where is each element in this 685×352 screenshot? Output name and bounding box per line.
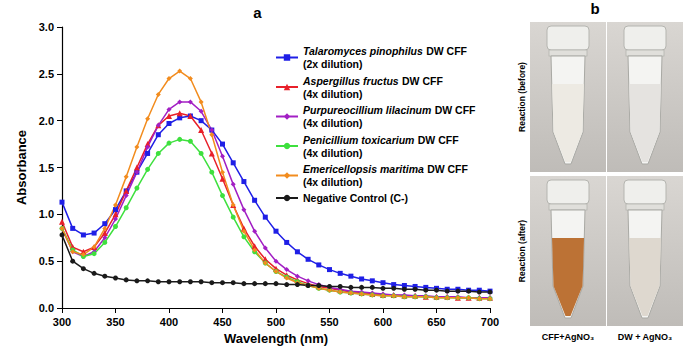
svg-text:(4x dilution): (4x dilution) <box>303 117 363 129</box>
svg-text:(4x dilution): (4x dilution) <box>303 147 363 159</box>
svg-text:DW CFF: DW CFF <box>426 45 467 57</box>
svg-text:700: 700 <box>481 316 499 328</box>
svg-text:Reaction (before): Reaction (before) <box>517 62 527 132</box>
svg-text:500: 500 <box>267 316 285 328</box>
svg-text:2.5: 2.5 <box>39 68 54 80</box>
svg-text:(4x dilution): (4x dilution) <box>303 176 363 188</box>
svg-text:Negative Control (C-): Negative Control (C-) <box>303 192 408 204</box>
svg-text:450: 450 <box>213 316 231 328</box>
svg-text:350: 350 <box>106 316 124 328</box>
svg-text:a: a <box>253 4 262 21</box>
svg-text:b: b <box>590 0 599 17</box>
svg-text:1.0: 1.0 <box>39 208 54 220</box>
svg-text:Purpureocillium lilacinum: Purpureocillium lilacinum <box>303 104 431 116</box>
svg-text:DW CFF: DW CFF <box>427 163 468 175</box>
svg-text:Aspergillus fructus: Aspergillus fructus <box>302 75 399 87</box>
svg-text:Reaction (after): Reaction (after) <box>517 220 527 283</box>
svg-text:600: 600 <box>374 316 392 328</box>
svg-text:DW CFF: DW CFF <box>418 134 459 146</box>
svg-text:Emericellopsis maritima: Emericellopsis maritima <box>303 163 424 175</box>
svg-text:DW CFF: DW CFF <box>402 75 443 87</box>
svg-text:Talaromyces pinophilus: Talaromyces pinophilus <box>303 45 423 57</box>
svg-text:2.0: 2.0 <box>39 115 54 127</box>
svg-text:DW + AgNO₃: DW + AgNO₃ <box>618 332 673 342</box>
svg-text:400: 400 <box>160 316 178 328</box>
svg-text:0.5: 0.5 <box>39 255 54 267</box>
svg-text:Absorbance: Absorbance <box>14 130 29 205</box>
svg-text:(4x dilution): (4x dilution) <box>303 88 363 100</box>
svg-text:CFF+AgNO₃: CFF+AgNO₃ <box>542 332 594 342</box>
svg-text:Wavelength (nm): Wavelength (nm) <box>224 331 328 346</box>
svg-text:3.0: 3.0 <box>39 21 54 33</box>
svg-text:DW CFF: DW CFF <box>435 104 476 116</box>
svg-text:650: 650 <box>427 316 445 328</box>
svg-text:300: 300 <box>53 316 71 328</box>
svg-text:1.5: 1.5 <box>39 162 54 174</box>
svg-text:0.0: 0.0 <box>39 302 54 314</box>
svg-text:Penicillium toxicarium: Penicillium toxicarium <box>303 134 414 146</box>
svg-text:550: 550 <box>320 316 338 328</box>
svg-text:(2x dilution): (2x dilution) <box>303 58 363 70</box>
